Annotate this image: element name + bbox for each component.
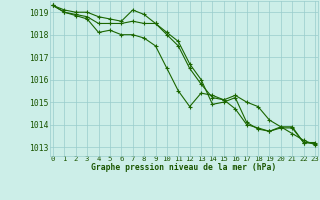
X-axis label: Graphe pression niveau de la mer (hPa): Graphe pression niveau de la mer (hPa): [92, 163, 276, 172]
